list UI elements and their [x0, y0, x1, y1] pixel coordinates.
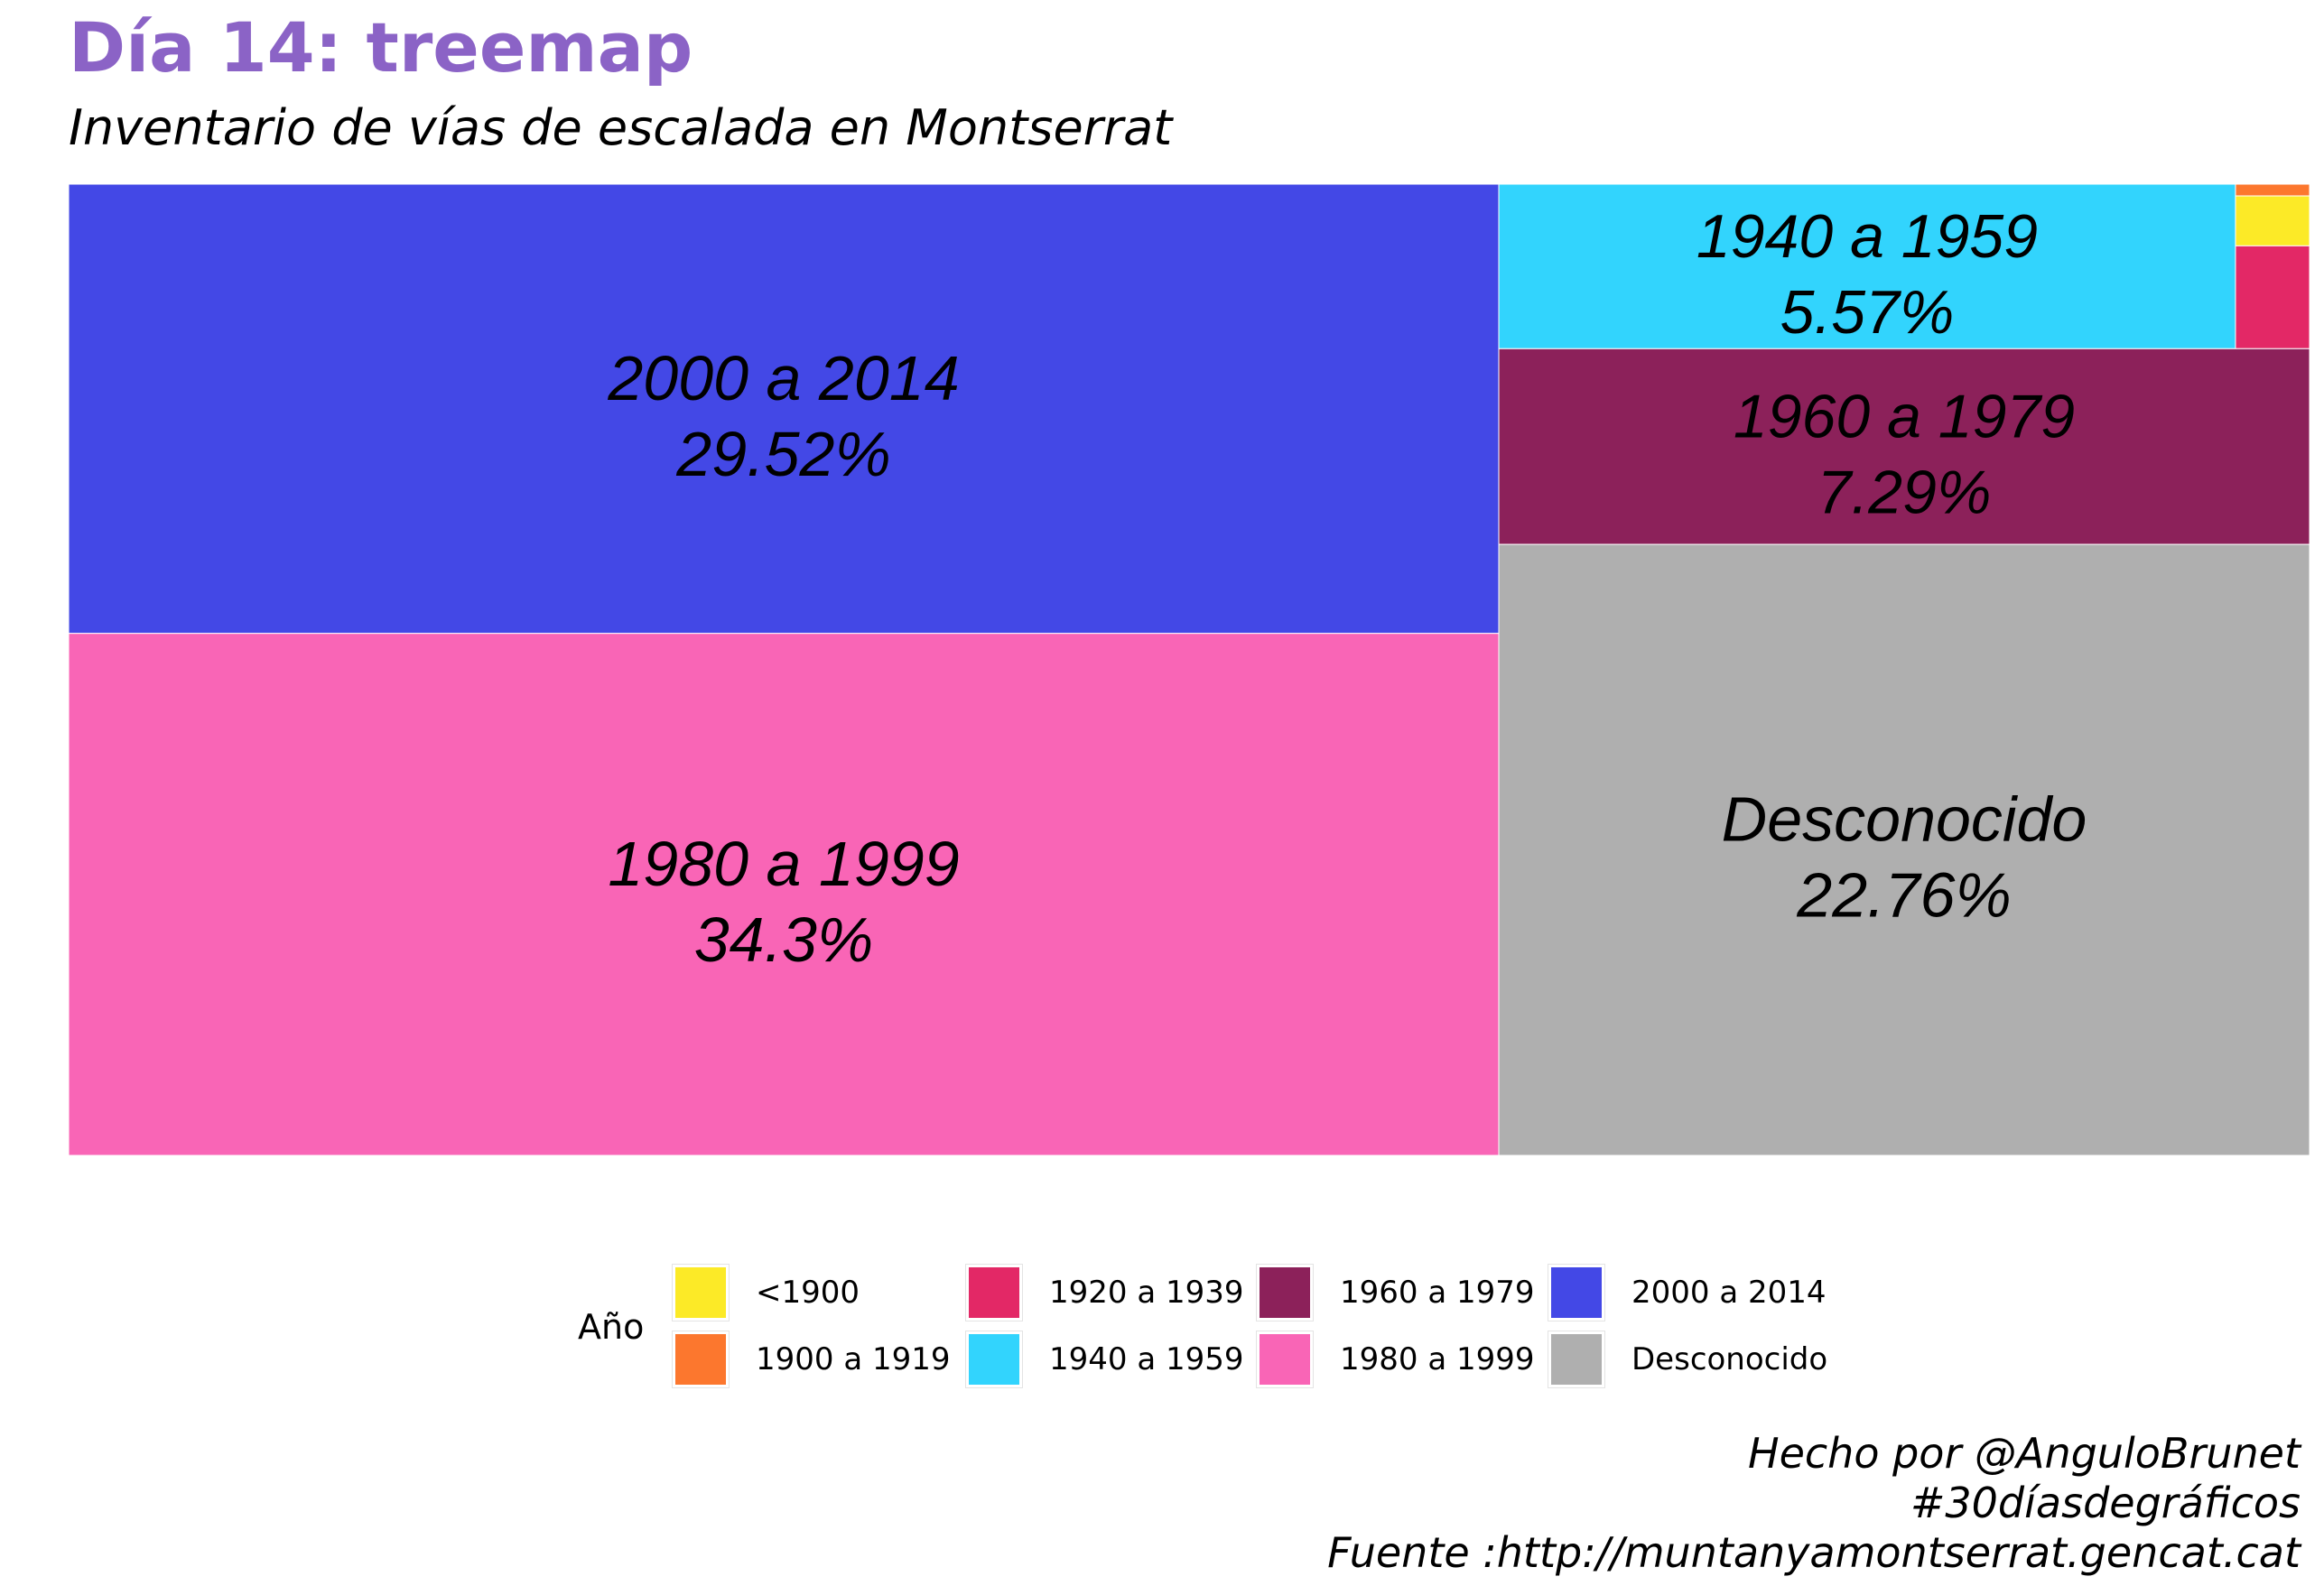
treemap-label-2000-a-2014: 2000 a 2014	[607, 343, 959, 413]
treemap-label-1960-a-1979: 1960 a 1979	[1734, 383, 2075, 451]
caption-hashtag: #30díasdegráficos	[1910, 1479, 2301, 1527]
legend-item-1900: <1900	[672, 1262, 860, 1323]
chart-title: Día 14: treemap	[69, 7, 693, 88]
legend-swatch	[965, 1331, 1023, 1388]
legend-label: 1900 a 1919	[756, 1341, 951, 1377]
treemap-cell-1940-a-1959	[1498, 183, 2236, 349]
treemap-cell-1960-a-1979	[1498, 348, 2310, 545]
legend-swatch	[965, 1264, 1023, 1321]
treemap-value-1980-a-1999: 34.3%	[694, 904, 873, 975]
treemap-value-1960-a-1979: 7.29%	[1817, 459, 1992, 527]
legend-swatch	[672, 1264, 730, 1321]
legend-swatch	[1548, 1264, 1605, 1321]
legend-label: 1920 a 1939	[1049, 1275, 1244, 1311]
treemap-label-1940-a-1959: 1940 a 1959	[1697, 202, 2038, 271]
treemap-value-desconocido: 22.76%	[1796, 860, 2011, 931]
treemap-cell-desconocido	[1498, 543, 2310, 1156]
treemap-value-2000-a-2014: 29.52%	[675, 419, 890, 489]
legend-swatch	[1548, 1331, 1605, 1388]
legend-swatch	[672, 1331, 730, 1388]
caption-author: Hecho por @AnguloBrunet	[1748, 1429, 2301, 1478]
legend-item-1920-a-1939: 1920 a 1939	[965, 1262, 1244, 1323]
legend-label: Desconocido	[1631, 1341, 1828, 1377]
treemap-cell-1920-a-1939	[2235, 245, 2310, 349]
treemap-cell-2000-a-2014	[68, 183, 1500, 635]
legend-item-1940-a-1959: 1940 a 1959	[965, 1329, 1244, 1390]
treemap-label-1980-a-1999: 1980 a 1999	[608, 829, 959, 899]
legend-label: 1960 a 1979	[1340, 1275, 1535, 1311]
legend-item-2000-a-2014: 2000 a 2014	[1548, 1262, 1827, 1323]
treemap-cell-1900	[2235, 195, 2310, 246]
legend-label: 1980 a 1999	[1340, 1341, 1535, 1377]
legend-item-desconocido: Desconocido	[1548, 1329, 1827, 1390]
legend-item-1960-a-1979: 1960 a 1979	[1256, 1262, 1535, 1323]
legend-item-1900-a-1919: 1900 a 1919	[672, 1329, 951, 1390]
treemap-cell-1900-a-1919	[2235, 183, 2310, 197]
treemap-cell-1980-a-1999	[68, 633, 1500, 1156]
legend: Año <1900 1900 a 1919 1920 a 1939 1940 a 19…	[578, 1262, 1842, 1394]
legend-title: Año	[578, 1307, 645, 1347]
legend-label: <1900	[756, 1275, 860, 1311]
legend-item-1980-a-1999: 1980 a 1999	[1256, 1329, 1535, 1390]
caption-source: Fuente :http://muntanyamontserrat.gencat…	[1327, 1528, 2301, 1577]
legend-swatch	[1256, 1264, 1314, 1321]
legend-swatch	[1256, 1331, 1314, 1388]
treemap-value-1940-a-1959: 5.57%	[1780, 278, 1955, 347]
legend-label: 2000 a 2014	[1631, 1275, 1827, 1311]
legend-label: 1940 a 1959	[1049, 1341, 1244, 1377]
chart-subtitle: Inventario de vías de escalada en Montse…	[69, 99, 1173, 156]
treemap-label-desconocido: Desconocido	[1722, 784, 2087, 855]
